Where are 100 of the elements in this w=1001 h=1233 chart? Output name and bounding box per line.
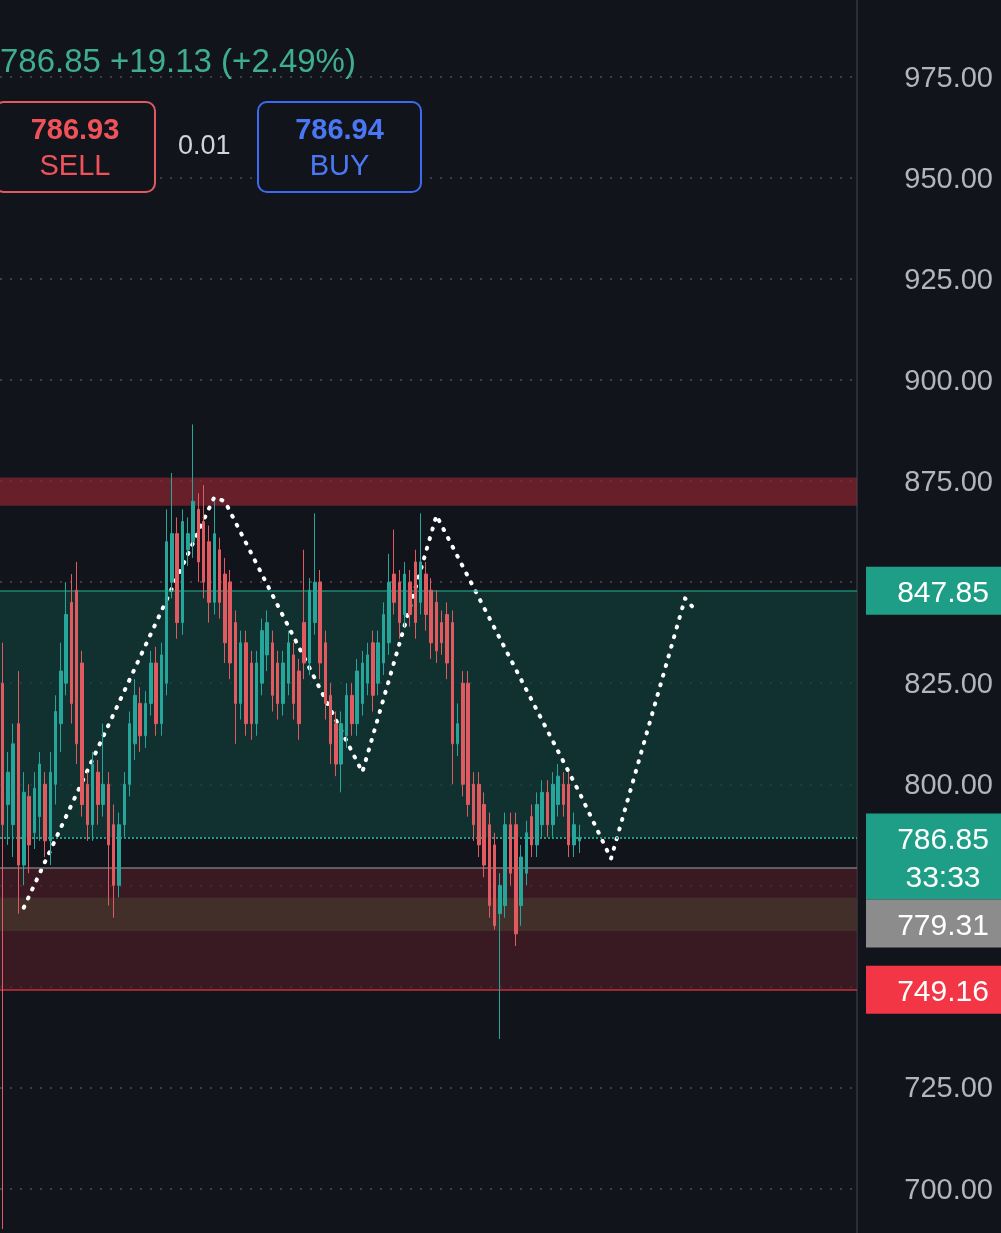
candlestick xyxy=(101,723,105,818)
candlestick xyxy=(519,844,523,927)
ref-line-label: 779.31 xyxy=(897,907,989,941)
candlestick xyxy=(218,537,221,620)
candlestick xyxy=(133,678,137,761)
y-tick-label: 975.00 xyxy=(904,60,993,93)
candlestick xyxy=(546,779,549,838)
candlestick xyxy=(456,702,459,757)
candlestick xyxy=(366,642,369,696)
candlestick xyxy=(38,751,41,842)
candlestick xyxy=(567,771,570,858)
candlestick xyxy=(91,751,94,842)
candlestick xyxy=(355,658,359,737)
candlestick xyxy=(70,573,73,725)
candlestick xyxy=(250,650,253,741)
candlestick xyxy=(54,694,57,805)
candlestick xyxy=(313,512,317,636)
candlestick xyxy=(339,711,343,793)
candlestick xyxy=(149,650,153,717)
candlestick xyxy=(419,512,422,615)
candlestick xyxy=(123,771,126,838)
candlestick xyxy=(562,771,565,818)
candlestick xyxy=(138,686,142,753)
candlestick xyxy=(80,650,84,818)
candlestick xyxy=(445,601,449,680)
candlestick xyxy=(514,812,518,947)
candlestick xyxy=(86,771,89,842)
candlestick xyxy=(302,549,306,680)
candlestick xyxy=(22,771,26,886)
y-tick-label: 950.00 xyxy=(904,161,993,194)
candlestick xyxy=(255,650,258,737)
y-tick-label: 700.00 xyxy=(904,1172,993,1205)
candlestick xyxy=(197,492,200,583)
candlestick xyxy=(292,642,295,721)
candlestick xyxy=(435,589,438,664)
candlestick xyxy=(207,525,211,624)
candlestick xyxy=(530,803,533,858)
candlestick xyxy=(329,682,332,765)
candlestick xyxy=(213,500,216,615)
candlestick xyxy=(472,771,475,842)
candlestick xyxy=(271,630,274,712)
y-tick-label: 800.00 xyxy=(904,768,993,801)
candlestick xyxy=(345,682,348,749)
candlestick xyxy=(43,771,47,858)
candlestick xyxy=(128,711,131,797)
candlestick xyxy=(350,682,354,737)
candlestick xyxy=(376,630,380,696)
candlestick xyxy=(154,646,158,737)
candlestick xyxy=(297,658,301,741)
candlestick xyxy=(181,508,184,636)
candlestick xyxy=(451,609,454,785)
annotation: 786.93 xyxy=(30,113,120,145)
candlestick xyxy=(493,832,496,931)
candlestick xyxy=(117,812,121,898)
y-tick-label: 925.00 xyxy=(904,262,993,295)
candlestick xyxy=(572,812,576,858)
candlestick xyxy=(75,561,78,765)
candlestick xyxy=(244,630,248,737)
annotation: 786.94 xyxy=(295,113,384,145)
candlestick xyxy=(160,642,163,737)
candlestick xyxy=(165,508,168,696)
candlestick xyxy=(144,690,147,749)
candlestick xyxy=(408,569,412,628)
y-tick-label: 725.00 xyxy=(904,1071,993,1104)
candlestick xyxy=(382,601,385,676)
candlestick xyxy=(17,670,20,915)
candlestick xyxy=(107,771,110,907)
candlestick xyxy=(1,642,4,1230)
candlestick xyxy=(392,529,396,615)
candlestick xyxy=(525,820,528,886)
ref-line-label: 847.85 xyxy=(897,575,989,609)
candlestick xyxy=(387,553,391,656)
sell-button: 786.93 SELL xyxy=(0,101,156,193)
candlestick xyxy=(398,569,401,640)
candlestick xyxy=(49,751,52,866)
candlestick xyxy=(318,569,322,680)
y-tick-label: 875.00 xyxy=(904,465,993,498)
candlestick xyxy=(488,812,491,919)
ref-line-label: 749.16 xyxy=(897,974,989,1008)
candlestick xyxy=(334,711,338,777)
candlestick xyxy=(234,609,237,745)
candlestick xyxy=(276,650,279,721)
candlestick xyxy=(440,609,443,656)
candlestick xyxy=(112,803,115,919)
candlestick xyxy=(308,577,311,676)
ref-line-label: 786.85 33:33 xyxy=(897,821,989,893)
candlestick xyxy=(281,650,285,717)
annotation: 0.01 xyxy=(178,130,231,161)
candlestick xyxy=(324,630,327,721)
candlestick xyxy=(509,812,512,886)
annotation: 786.85 +19.13 (+2.49%) xyxy=(0,42,356,80)
candlestick xyxy=(361,650,364,717)
candlestick xyxy=(96,759,100,826)
candlestick xyxy=(170,472,174,599)
candlestick xyxy=(239,630,242,721)
y-tick-label: 825.00 xyxy=(904,667,993,700)
candlestick xyxy=(403,561,406,628)
candlestick xyxy=(414,549,417,640)
candlestick xyxy=(175,516,179,640)
candlestick xyxy=(27,783,31,874)
